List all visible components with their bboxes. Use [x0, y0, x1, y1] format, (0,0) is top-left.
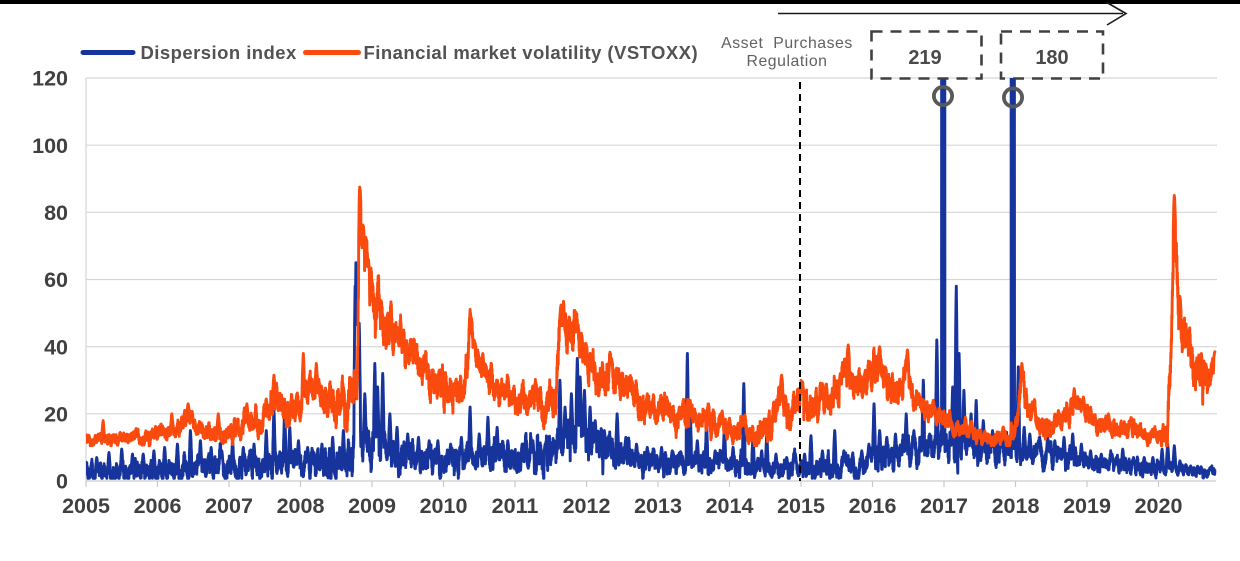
svg-text:2017: 2017 [920, 494, 968, 518]
svg-text:2019: 2019 [1063, 494, 1111, 518]
svg-text:Dispersion index: Dispersion index [141, 42, 298, 63]
svg-text:180: 180 [1035, 47, 1068, 69]
svg-text:0: 0 [56, 470, 68, 494]
svg-text:80: 80 [44, 201, 68, 225]
svg-text:2008: 2008 [277, 494, 325, 518]
svg-text:2012: 2012 [563, 494, 611, 518]
svg-text:2006: 2006 [134, 494, 182, 518]
svg-text:Asset Purchases: Asset Purchases [721, 35, 853, 52]
svg-text:Financial market volatility (V: Financial market volatility (VSTOXX) [364, 42, 699, 63]
svg-text:2016: 2016 [849, 494, 897, 518]
svg-text:2010: 2010 [420, 494, 468, 518]
svg-text:2013: 2013 [634, 494, 682, 518]
svg-text:2011: 2011 [492, 494, 539, 518]
svg-text:40: 40 [44, 335, 68, 359]
svg-text:2020: 2020 [1135, 494, 1183, 518]
svg-text:20: 20 [44, 403, 68, 427]
svg-text:120: 120 [32, 67, 68, 91]
svg-text:2009: 2009 [348, 494, 396, 518]
svg-text:2007: 2007 [205, 494, 253, 518]
svg-text:2018: 2018 [992, 494, 1040, 518]
svg-text:60: 60 [44, 268, 68, 292]
svg-text:2014: 2014 [706, 494, 754, 518]
svg-text:2015: 2015 [777, 494, 825, 518]
svg-text:219: 219 [908, 47, 941, 69]
svg-text:100: 100 [32, 134, 68, 158]
svg-text:Regulation: Regulation [746, 53, 827, 70]
svg-text:2005: 2005 [62, 494, 110, 518]
